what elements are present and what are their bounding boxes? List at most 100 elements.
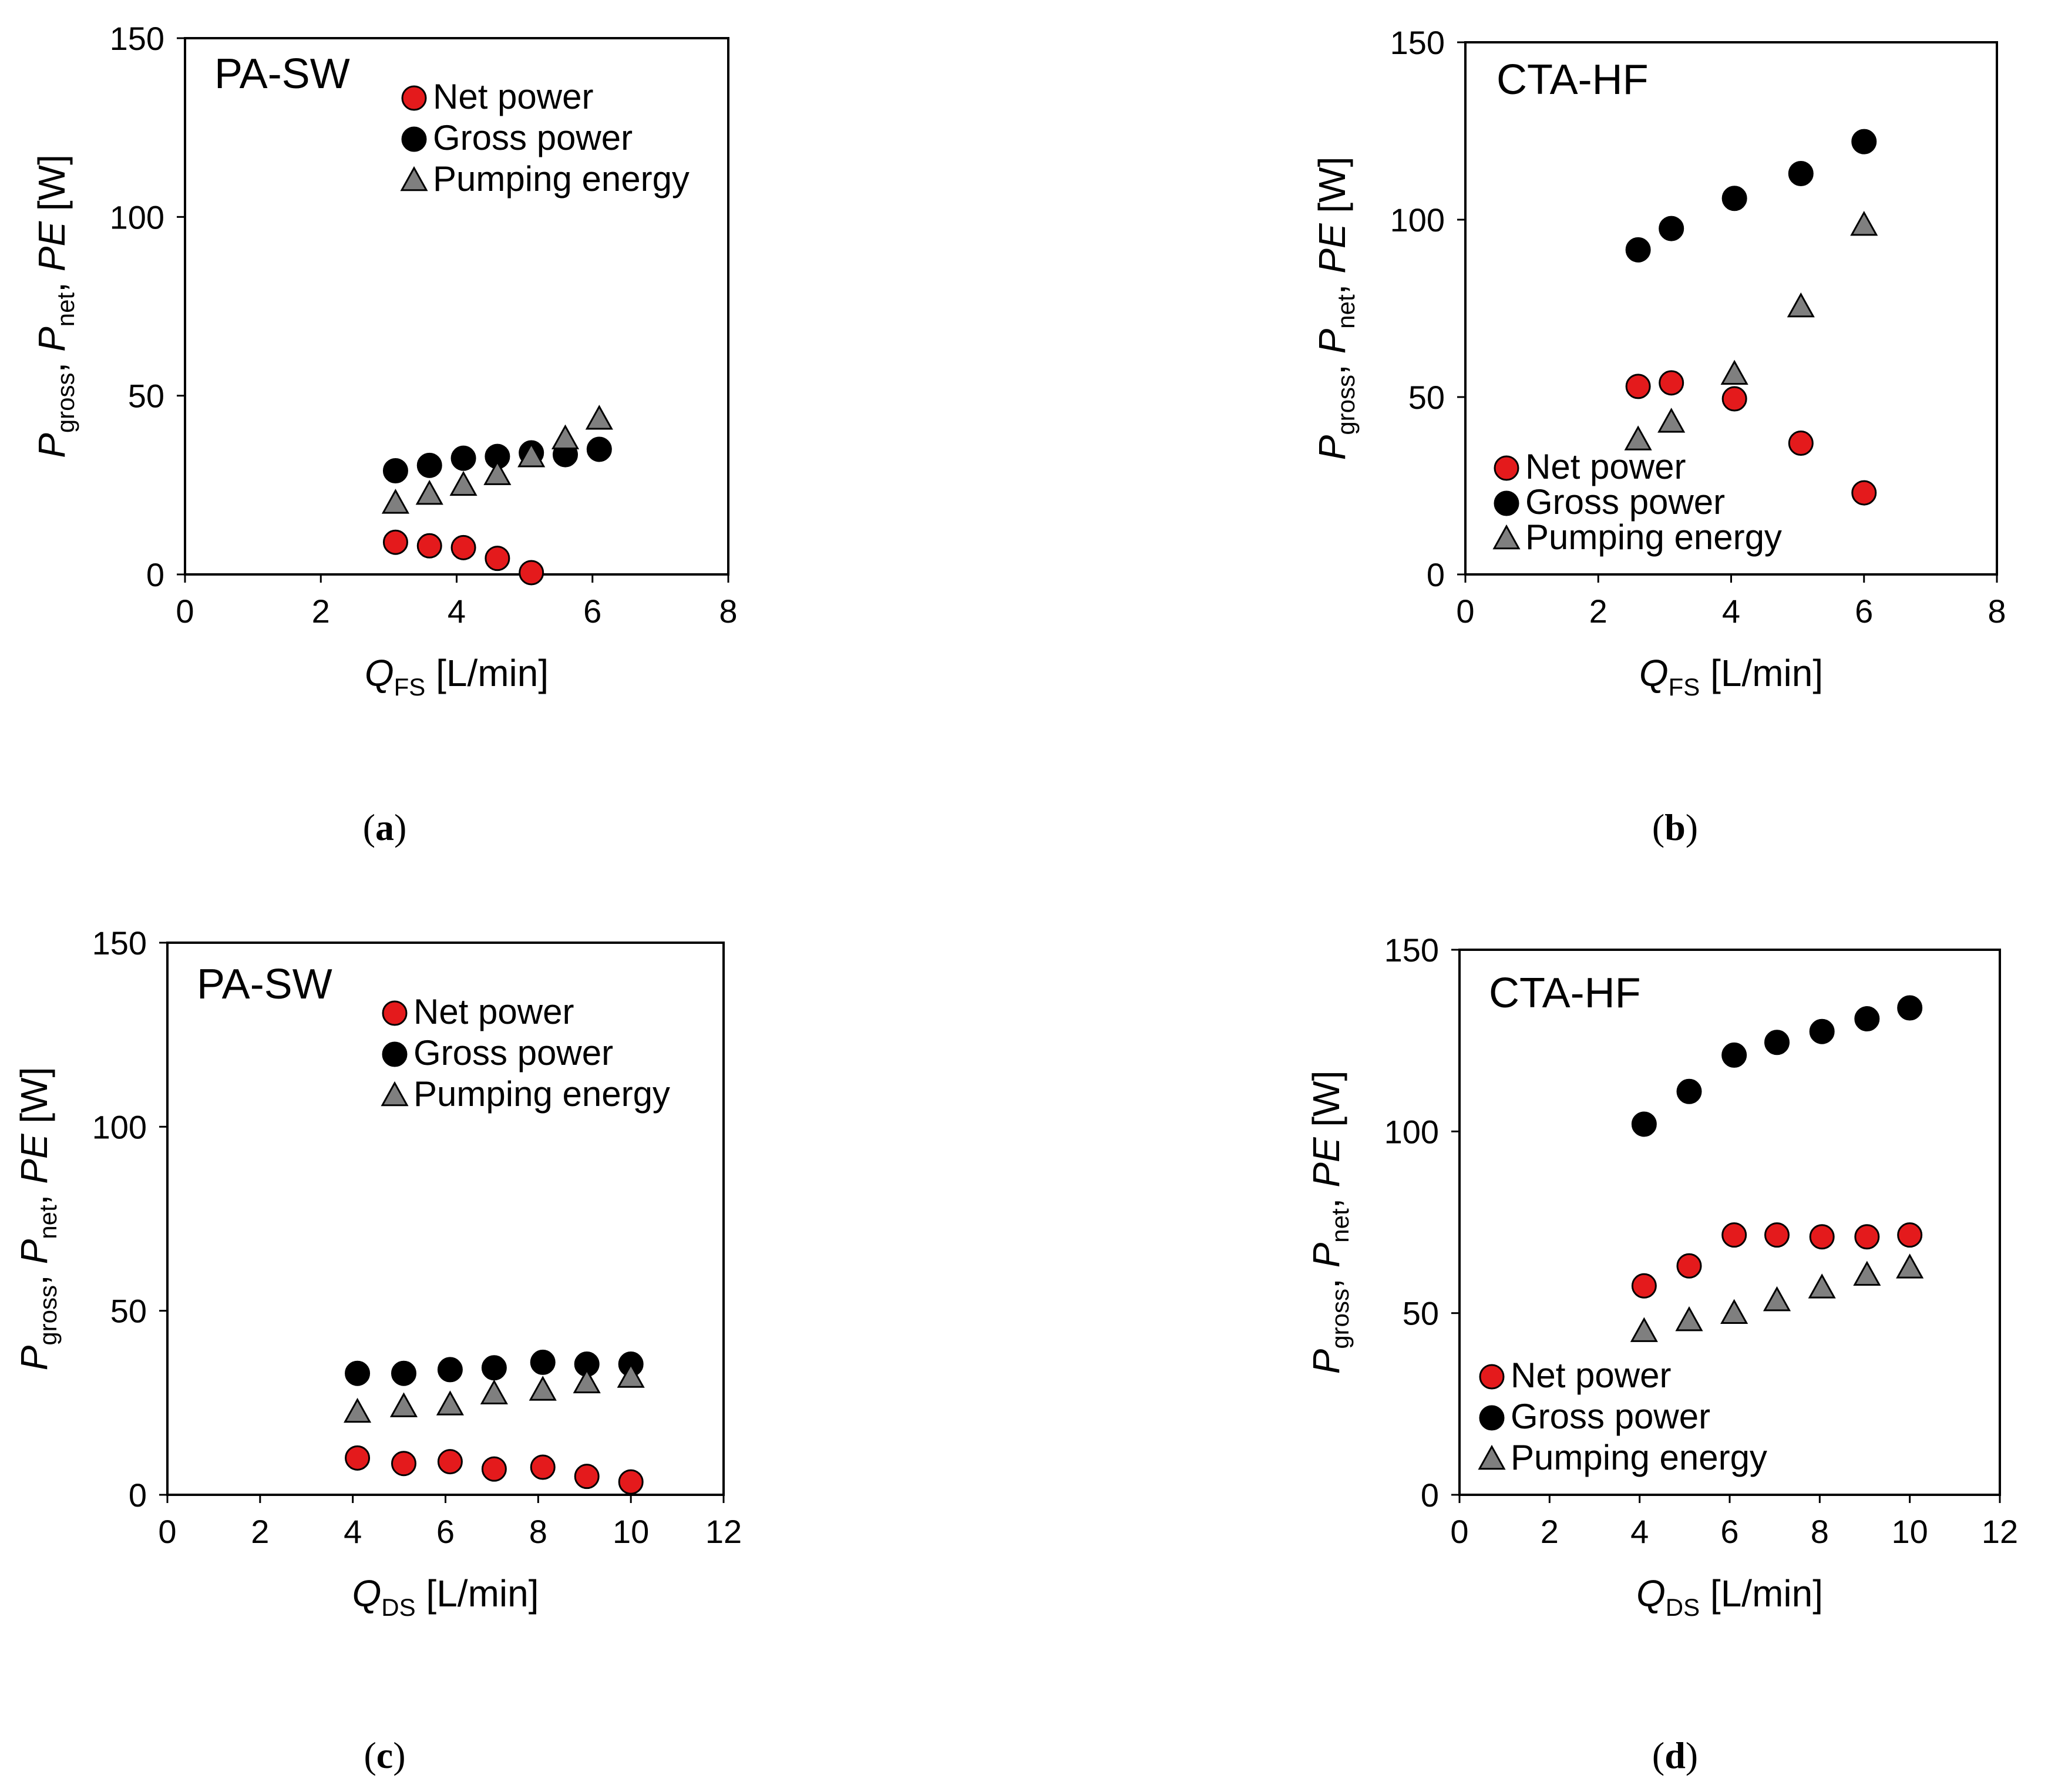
x-tick-label: 4	[344, 1513, 362, 1550]
legend-label: Pumping energy	[413, 1074, 670, 1114]
data-point	[519, 560, 544, 586]
data-point	[483, 460, 512, 485]
y-tick-label: 0	[1427, 556, 1445, 593]
x-tick-label: 6	[1855, 593, 1873, 630]
data-point	[551, 424, 580, 450]
data-point	[345, 1360, 371, 1386]
data-point	[1657, 408, 1686, 433]
data-point	[1897, 1222, 1923, 1248]
x-tick-label: 12	[705, 1513, 742, 1550]
chart-panel-c: 0 2 4 6 8 10 12 0 50 100 150 QDS​ [L/min] Pgross​, P…	[13, 924, 742, 1776]
y-tick-label: 100	[92, 1108, 147, 1145]
x-tick-label: 6	[583, 593, 601, 630]
data-point	[1763, 1286, 1791, 1312]
x-tick-label: 2	[1541, 1513, 1559, 1550]
data-point	[1851, 129, 1877, 154]
data-point	[1659, 370, 1684, 396]
y-tick-label: 50	[1408, 379, 1445, 416]
y-tick-label: 0	[146, 556, 164, 593]
panel-title: CTA-HF	[1497, 56, 1649, 103]
data-point	[585, 405, 613, 430]
data-point	[1625, 237, 1651, 263]
legend-marker	[382, 1000, 408, 1026]
panel-title: PA-SW	[214, 51, 350, 97]
data-point	[1809, 1018, 1835, 1044]
data-point	[586, 436, 612, 462]
y-tick-label: 0	[1421, 1477, 1439, 1514]
chart-panel-d: 0 2 4 6 8 10 12 0 50 100 150 QDS​ [L/min] Pgross​, P…	[1305, 932, 2018, 1776]
x-tick-label: 8	[719, 593, 737, 630]
y-tick-label: 50	[1403, 1295, 1439, 1332]
data-point	[415, 479, 443, 505]
x-tick-label: 4	[1722, 593, 1740, 630]
data-point	[1721, 186, 1747, 211]
x-tick-label: 6	[436, 1513, 455, 1550]
x-axis-label: QDS​ [L/min]	[1636, 1572, 1823, 1621]
data-point	[1721, 1222, 1747, 1248]
legend-marker	[382, 1041, 408, 1067]
panel-caption: (c)	[364, 1734, 405, 1776]
legend-marker	[1478, 1444, 1506, 1470]
legend-marker	[401, 126, 427, 152]
legend-label: Gross power	[1511, 1397, 1710, 1436]
y-tick-label: 0	[129, 1477, 147, 1514]
data-point	[391, 1360, 416, 1386]
data-point	[529, 1376, 557, 1401]
x-tick-label: 2	[1589, 593, 1608, 630]
series-pumping-energy	[381, 405, 613, 514]
x-tick-label: 2	[312, 593, 330, 630]
legend-marker	[381, 1081, 409, 1107]
y-tick-label: 100	[1390, 201, 1445, 238]
series-pumping-energy	[1624, 210, 1878, 450]
x-tick-label: 0	[1450, 1513, 1468, 1550]
data-point	[617, 1363, 645, 1388]
legend-marker	[1494, 490, 1519, 516]
data-point	[530, 1349, 556, 1375]
panel-caption: (d)	[1652, 1734, 1698, 1776]
y-tick-label: 100	[110, 199, 164, 236]
data-point	[517, 442, 546, 468]
x-tick-label: 0	[158, 1513, 176, 1550]
data-point	[1788, 431, 1814, 456]
data-point	[481, 1355, 507, 1381]
legend-marker	[400, 166, 428, 191]
series-gross-power	[1631, 995, 1923, 1137]
x-tick-label: 8	[529, 1513, 547, 1550]
series-pumping-energy	[344, 1363, 645, 1423]
x-axis-label: QDS​ [L/min]	[352, 1572, 539, 1621]
data-point	[1854, 1224, 1880, 1250]
legend-label: Pumping energy	[1511, 1438, 1767, 1477]
data-point	[1676, 1078, 1702, 1104]
x-tick-label: 12	[1982, 1513, 2018, 1550]
y-tick-label: 50	[110, 1293, 147, 1330]
x-tick-label: 10	[613, 1513, 649, 1550]
data-point	[1851, 480, 1877, 506]
data-point	[344, 1397, 372, 1423]
y-tick-label: 150	[1384, 932, 1439, 969]
data-point	[436, 1390, 464, 1416]
data-point	[1721, 1042, 1747, 1068]
data-point	[391, 1451, 416, 1477]
data-point	[450, 445, 476, 471]
data-point	[573, 1368, 601, 1394]
data-point	[416, 533, 442, 559]
y-axis-label: Pgross​, Pnet​, PE [W]	[31, 154, 79, 458]
legend-label: Gross power	[1525, 482, 1725, 522]
x-tick-label: 4	[448, 593, 466, 630]
data-point	[1721, 386, 1747, 412]
data-point	[416, 452, 442, 478]
data-point	[345, 1445, 371, 1471]
data-point	[1787, 292, 1815, 318]
series-pumping-energy	[1630, 1253, 1924, 1342]
data-point	[1850, 210, 1878, 236]
data-point	[1764, 1030, 1790, 1055]
panel-title: PA-SW	[197, 961, 332, 1008]
legend-label: Net power	[433, 77, 593, 116]
x-tick-label: 0	[1456, 593, 1474, 630]
data-point	[1764, 1222, 1790, 1248]
x-tick-label: 6	[1720, 1513, 1738, 1550]
